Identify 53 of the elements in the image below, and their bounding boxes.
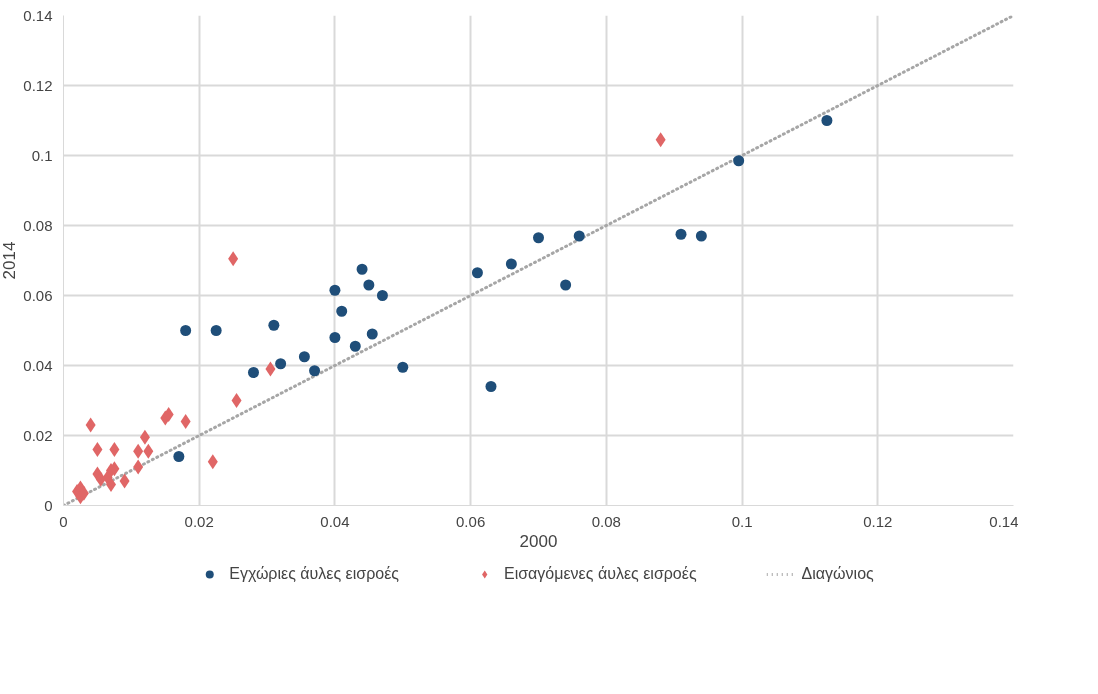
point <box>329 284 341 296</box>
point <box>163 407 174 422</box>
point <box>248 367 259 378</box>
point <box>173 451 185 462</box>
x-tick-label: 0 <box>59 512 68 530</box>
y-tick-label: 0.06 <box>23 286 53 304</box>
x-tick-label: 0.14 <box>989 512 1019 530</box>
point <box>363 279 375 291</box>
point <box>210 325 222 336</box>
point <box>821 115 833 126</box>
legend-label: Εισαγόμενες άυλες εισροές <box>504 565 697 583</box>
point <box>180 414 191 429</box>
legend-label: Διαγώνιος <box>801 565 874 583</box>
point <box>366 328 378 340</box>
point <box>349 340 361 352</box>
point <box>298 351 310 363</box>
y-tick-label: 0.12 <box>23 76 53 94</box>
y-tick-label: 0.04 <box>23 356 53 374</box>
x-tick-label: 0.02 <box>184 512 214 530</box>
point <box>397 361 409 373</box>
point <box>309 365 321 377</box>
point <box>733 155 745 167</box>
point <box>231 393 242 408</box>
y-tick-label: 0.14 <box>23 6 53 24</box>
legend-label: Εγχώριες άυλες εισροές <box>229 565 400 583</box>
point <box>471 267 483 279</box>
point <box>675 228 687 240</box>
point <box>376 290 388 301</box>
point <box>573 230 585 242</box>
point <box>336 305 348 317</box>
point <box>533 232 544 244</box>
point <box>695 230 707 242</box>
y-tick-label: 0.02 <box>23 426 53 444</box>
y-tick-label: 0.08 <box>23 216 53 234</box>
point <box>329 332 341 343</box>
y-tick-label: 0 <box>44 496 53 514</box>
x-tick-label: 0.1 <box>731 512 753 530</box>
x-tick-label: 0.12 <box>863 512 893 530</box>
point <box>275 358 287 370</box>
x-tick-label: 0.06 <box>456 512 486 530</box>
x-axis-title: 2000 <box>519 531 558 551</box>
point <box>505 258 517 270</box>
point <box>180 325 192 336</box>
point <box>92 442 103 457</box>
point <box>109 442 120 457</box>
point <box>356 263 368 275</box>
x-tick-label: 0.08 <box>591 512 621 530</box>
point <box>560 279 572 291</box>
y-tick-label: 0.1 <box>31 146 53 164</box>
point <box>485 381 497 392</box>
x-tick-label: 0.04 <box>320 512 350 530</box>
point <box>268 319 280 331</box>
y-axis-title: 2014 <box>0 241 20 280</box>
